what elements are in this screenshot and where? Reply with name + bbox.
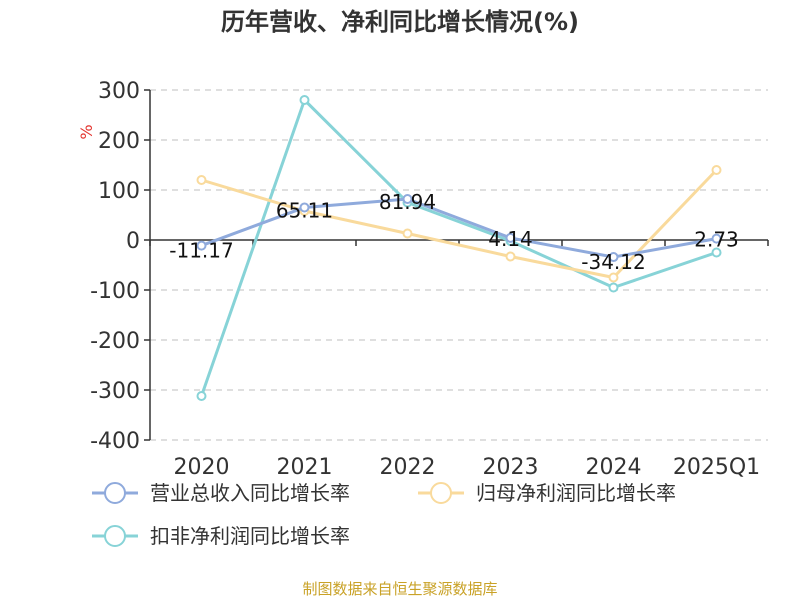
y-tick-label: 0 — [126, 229, 140, 254]
legend-circle-icon — [104, 482, 126, 504]
series-line — [201, 168, 718, 279]
x-tick-label: 2023 — [483, 455, 539, 480]
y-axis-unit-label: % — [77, 124, 96, 139]
series-point[interactable] — [196, 391, 207, 401]
y-tick-label: 300 — [98, 79, 140, 104]
axes: 300 200 100 0 -100 -200 -300 -400 2020 2021 2022 20… — [90, 79, 769, 480]
series-point[interactable] — [711, 247, 722, 258]
series-point[interactable] — [505, 232, 516, 243]
series-point[interactable] — [711, 165, 722, 175]
legend-circle-icon — [430, 482, 452, 504]
x-tick-label: 2020 — [174, 455, 230, 480]
y-tick-label: 200 — [98, 129, 140, 154]
legend-label: 营业总收入同比增长率 — [150, 481, 350, 505]
source-footnote: 制图数据来自恒生聚源数据库 — [302, 580, 497, 598]
x-tick-label: 2025Q1 — [673, 455, 760, 480]
y-tick-label: -100 — [90, 279, 140, 304]
legend-item[interactable]: 归母净利润同比增长率 — [418, 481, 676, 505]
series-point[interactable] — [196, 240, 207, 251]
series-point[interactable] — [299, 202, 310, 213]
data-label: 81.94 — [379, 190, 436, 214]
data-label: 4.14 — [488, 227, 533, 251]
y-tick-label: -300 — [90, 379, 140, 404]
legend-item[interactable]: 营业总收入同比增长率 — [92, 481, 350, 505]
data-label: -34.12 — [581, 250, 645, 274]
x-tick-label: 2024 — [586, 455, 642, 480]
chart-title: 历年营收、净利同比增长情况(%) — [221, 8, 579, 36]
y-tick-label: -400 — [90, 429, 140, 454]
series-point[interactable] — [711, 233, 722, 244]
series-point[interactable] — [608, 272, 619, 283]
grid-lines — [150, 89, 768, 441]
data-label: 2.73 — [694, 228, 739, 252]
series-line — [200, 98, 717, 397]
data-labels: -11.17 65.11 81.94 4.14 -34.12 2.73 — [169, 190, 739, 274]
legend-label: 归母净利润同比增长率 — [476, 481, 676, 505]
x-tick-label: 2022 — [380, 455, 436, 480]
series-point[interactable] — [402, 194, 413, 205]
series-point[interactable] — [505, 251, 516, 262]
series-point[interactable] — [608, 282, 619, 293]
series-point[interactable] — [608, 252, 619, 263]
series-point[interactable] — [196, 175, 207, 185]
series-group — [196, 95, 722, 401]
data-label: -11.17 — [169, 239, 233, 263]
y-tick-label: 100 — [98, 179, 140, 204]
y-tick-label: -200 — [90, 329, 140, 354]
legend-item[interactable]: 扣非净利润同比增长率 — [92, 524, 350, 548]
series-point[interactable] — [402, 228, 413, 239]
data-label: 65.11 — [276, 198, 333, 222]
series-line — [200, 197, 717, 259]
legend-label: 扣非净利润同比增长率 — [150, 524, 350, 548]
series-point[interactable] — [299, 95, 310, 105]
legend-circle-icon — [104, 525, 126, 547]
x-tick-label: 2021 — [277, 455, 333, 480]
